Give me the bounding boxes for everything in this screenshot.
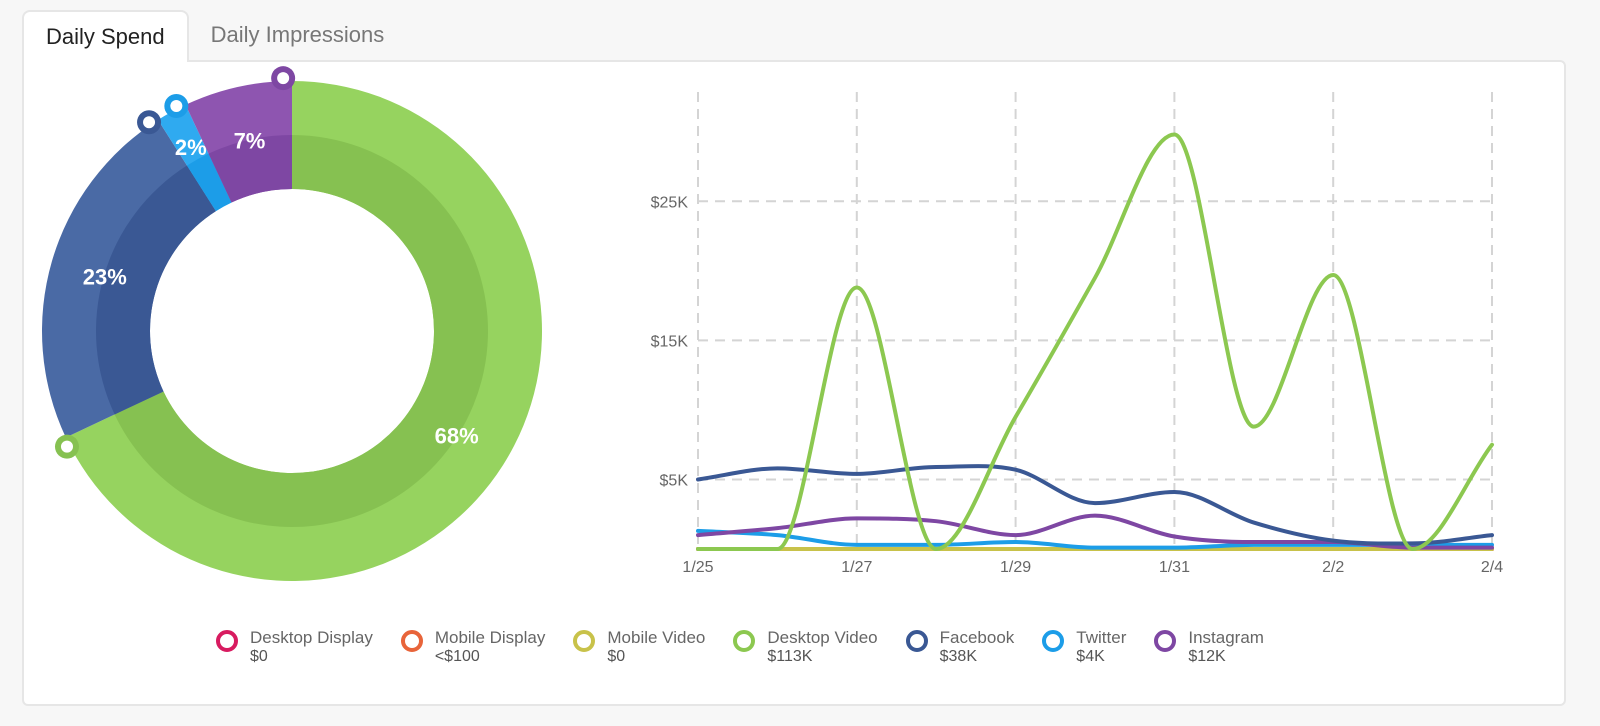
donut-marker-dot-facebook <box>143 116 156 129</box>
legend-name: Mobile Display <box>434 628 546 647</box>
legend-value: $12K <box>1188 648 1226 665</box>
donut-label-facebook: 23% <box>83 265 127 290</box>
legend-item-mobile-video[interactable]: Mobile Video $0 <box>573 628 705 666</box>
legend-item-twitter[interactable]: Twitter $4K <box>1042 628 1126 666</box>
legend: Desktop Display $0 Mobile Display <$100 Mo… <box>216 628 1292 666</box>
legend-name: Mobile Video <box>607 628 706 647</box>
x-tick-label: 2/4 <box>1481 559 1503 576</box>
donut-label-desktop-video: 68% <box>435 423 479 448</box>
legend-dot-icon <box>1154 630 1177 652</box>
x-tick-label: 2/2 <box>1322 559 1344 576</box>
legend-dot-icon <box>400 630 423 652</box>
x-tick-label: 1/29 <box>1000 559 1031 576</box>
legend-value: $4K <box>1076 648 1105 665</box>
tab-bar: Daily Spend Daily Impressions <box>22 10 406 62</box>
donut-chart: 68% 23% 2% 7% <box>41 66 543 581</box>
legend-value: $0 <box>250 648 268 665</box>
legend-name: Instagram <box>1188 628 1264 647</box>
legend-item-instagram[interactable]: Instagram $12K <box>1154 628 1264 666</box>
legend-dot-icon <box>1042 630 1065 652</box>
legend-item-mobile-display[interactable]: Mobile Display <$100 <box>400 628 546 666</box>
x-tick-label: 1/25 <box>682 559 713 576</box>
legend-dot-icon <box>573 630 596 652</box>
donut-label-twitter: 2% <box>175 135 207 160</box>
legend-dot-icon <box>905 630 928 652</box>
legend-dot-icon <box>216 630 238 652</box>
legend-name: Desktop Video <box>767 628 878 647</box>
donut-slice-inner-instagram <box>208 135 292 203</box>
donut-marker-dot-desktop-video <box>60 440 73 453</box>
legend-item-desktop-video[interactable]: Desktop Video $113K <box>733 628 878 666</box>
series-line-facebook <box>696 464 1494 546</box>
legend-name: Twitter <box>1076 628 1127 647</box>
legend-value: $38K <box>939 648 977 665</box>
x-tick-label: 1/31 <box>1159 559 1190 576</box>
x-tick-label: 1/27 <box>841 559 872 576</box>
tab-daily-impressions[interactable]: Daily Impressions <box>210 22 385 47</box>
y-tick-label: $5K <box>660 472 689 489</box>
donut-marker-dot-instagram <box>277 72 290 85</box>
y-tick-label: $25K <box>651 194 689 211</box>
tab-daily-spend[interactable]: Daily Spend <box>22 10 189 62</box>
donut-marker-dot-twitter <box>170 99 183 112</box>
legend-value: $113K <box>767 648 813 665</box>
legend-name: Facebook <box>939 628 1015 647</box>
legend-value: $0 <box>607 648 626 665</box>
donut-label-instagram: 7% <box>234 129 266 154</box>
legend-value: <$100 <box>434 648 480 665</box>
y-tick-label: $15K <box>651 333 689 350</box>
legend-dot-icon <box>733 630 756 652</box>
legend-name: Desktop Display <box>250 628 373 647</box>
donut-slice-inner-twitter <box>186 153 232 212</box>
legend-item-facebook[interactable]: Facebook $38K <box>905 628 1015 666</box>
legend-item-desktop-display[interactable]: Desktop Display $0 <box>216 628 373 666</box>
donut-slice-inner-facebook <box>96 165 216 415</box>
series-line-desktop-video <box>696 132 1494 552</box>
line-chart: 1/25 1/27 1/29 1/31 2/2 2/4 $5K $15K $25K <box>651 92 1503 576</box>
